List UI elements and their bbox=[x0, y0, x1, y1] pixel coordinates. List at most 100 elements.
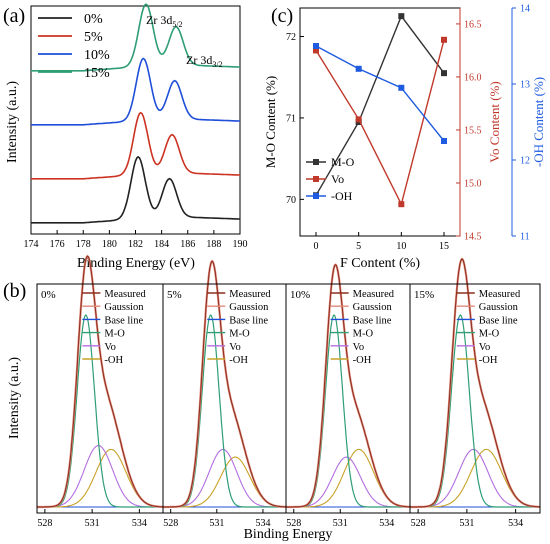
c-y-right1-tick-label: 14.5 bbox=[464, 232, 482, 243]
panel-c-legend: M-O Vo -OH bbox=[306, 155, 355, 203]
a-x-tick-label: 188 bbox=[206, 239, 221, 250]
a-x-tick-label: 174 bbox=[24, 239, 39, 250]
panel-c-frame bbox=[299, 7, 461, 237]
c-point-Vo bbox=[313, 47, 319, 54]
b-legend-label: Measured bbox=[353, 289, 395, 300]
c-point-OH bbox=[441, 138, 447, 144]
panel-b-x-label: Binding Energy bbox=[244, 527, 333, 542]
c-y-right2-tick-label: 12 bbox=[520, 156, 530, 167]
c-x-tick-label: 15 bbox=[439, 241, 449, 252]
b-legend-label: Base line bbox=[229, 315, 268, 326]
b-legend-label: Base line bbox=[104, 315, 143, 326]
c-legend-label: M-O bbox=[331, 155, 355, 169]
c-line-MO bbox=[315, 14, 445, 196]
b-legend-label: Gaussion bbox=[229, 302, 269, 313]
c-x-tick-label: 0 bbox=[314, 241, 319, 252]
zr-3d52-annotation: Zr 3d5/2 bbox=[146, 13, 183, 29]
b-legend-label: Gaussion bbox=[104, 302, 144, 313]
c-point-OH bbox=[313, 43, 319, 49]
c-point-Vo bbox=[355, 116, 362, 123]
c-y-left-tick-label: 70 bbox=[286, 195, 296, 206]
b-x-tick-label: 531 bbox=[209, 518, 224, 529]
b-measured-curve bbox=[286, 264, 411, 508]
panel-c-series bbox=[313, 13, 447, 208]
c-y-right2-tick-label: 13 bbox=[520, 80, 530, 91]
b-measured-curve bbox=[37, 255, 164, 508]
b-legend-label: M-O bbox=[479, 329, 500, 340]
c-x-tick-label: 10 bbox=[396, 241, 406, 252]
panel-a-curves bbox=[31, 3, 240, 224]
b-x-tick-label: 528 bbox=[163, 518, 178, 529]
b-legend-label: Measured bbox=[229, 289, 271, 300]
c-y-right1-tick-label: 16.0 bbox=[464, 72, 482, 83]
panel-a-y-label: Intensity (a.u.) bbox=[5, 81, 20, 163]
a-curve-15pct bbox=[31, 3, 240, 72]
b-subpanel-4: 528 531 534 15% Measured Gaussion Base line M-O… bbox=[409, 257, 541, 529]
a-legend-label: 5% bbox=[84, 30, 103, 45]
panel-c-x-label: F Content (%) bbox=[340, 256, 420, 271]
b-x-tick-label: 531 bbox=[85, 518, 100, 529]
b-legend-label: -OH bbox=[229, 355, 248, 366]
c-legend-label: -OH bbox=[331, 189, 353, 203]
c-y-left-tick-label: 71 bbox=[286, 113, 296, 124]
b-legend-label: M-O bbox=[353, 329, 374, 340]
c-x-tick-label: 5 bbox=[356, 241, 361, 252]
b-legend-label: Base line bbox=[353, 315, 392, 326]
c-point-Vo bbox=[441, 36, 447, 43]
panel-c-label: (c) bbox=[271, 5, 293, 27]
a-curve-5pct bbox=[31, 111, 240, 180]
a-x-tick-label: 186 bbox=[180, 239, 195, 250]
panel-b-o1s-spectra: (b) 528 531 534 0% Measured Gaussion Base line… bbox=[3, 254, 541, 542]
panel-b-subpanels: 528 531 534 0% Measured Gaussion Base line M-O V… bbox=[36, 254, 541, 529]
b-legend-label: Measured bbox=[479, 289, 521, 300]
b-x-tick-label: 528 bbox=[411, 518, 426, 529]
b-legend-label: Vo bbox=[479, 342, 490, 353]
c-y-right2-tick-label: 14 bbox=[520, 4, 530, 15]
b-mo-curve bbox=[163, 314, 286, 508]
a-x-tick-label: 190 bbox=[233, 239, 248, 250]
b-subpanel-1: 528 531 534 0% Measured Gaussion Base line M-O V… bbox=[36, 254, 164, 529]
a-legend-label: 10% bbox=[84, 48, 110, 63]
b-x-tick-label: 531 bbox=[333, 518, 348, 529]
c-line-OH bbox=[315, 45, 445, 142]
c-point-OH bbox=[355, 65, 362, 72]
panel-a-legend: 0% 5% 10% 15% bbox=[38, 12, 110, 81]
panel-c-y-left-label: M-O Content (%) bbox=[263, 76, 278, 168]
panel-a-zr3d-spectra: (a) 174 176 178 180 182 184 186 188 190 0% 5% 10% 1… bbox=[3, 3, 248, 271]
b-subpanel-label: 15% bbox=[414, 289, 434, 301]
c-point-MO bbox=[441, 70, 447, 77]
panel-c-y-right1-label: Vo Content (%) bbox=[487, 81, 502, 162]
panel-c-content-vs-f: (c) 0 5 10 15 70 71 72 14.5 15.0 15.5 16.0 16.5 11 12… bbox=[263, 4, 546, 272]
a-x-tick-label: 176 bbox=[50, 239, 65, 250]
panel-a-label: (a) bbox=[3, 5, 25, 27]
panel-c-y-right2-label: -OH Content (%) bbox=[531, 77, 546, 167]
c-legend-label: Vo bbox=[331, 172, 344, 186]
b-subpanel-label: 5% bbox=[167, 289, 182, 301]
c-point-Vo bbox=[398, 201, 405, 208]
b-subpanel-label: 10% bbox=[290, 289, 310, 301]
panel-a-x-label: Binding Energy (eV) bbox=[77, 256, 195, 271]
b-legend-label: Vo bbox=[353, 342, 364, 353]
b-legend-label: Gaussion bbox=[353, 302, 393, 313]
a-legend-label: 0% bbox=[84, 12, 103, 27]
b-x-tick-label: 528 bbox=[37, 518, 52, 529]
b-legend-label: -OH bbox=[353, 355, 372, 366]
c-point-OH bbox=[398, 84, 405, 91]
b-legend-label: Vo bbox=[104, 342, 115, 353]
b-subpanel-2: 528 531 534 5% Measured Gaussion Base line M-O V… bbox=[162, 259, 287, 529]
panel-b-label: (b) bbox=[3, 280, 26, 302]
b-x-tick-label: 534 bbox=[132, 518, 147, 529]
b-legend-label: -OH bbox=[479, 355, 498, 366]
c-legend-marker bbox=[313, 159, 319, 165]
b-mo-curve bbox=[286, 314, 410, 508]
b-x-tick-label: 534 bbox=[379, 518, 394, 529]
b-subpanel-frame bbox=[409, 283, 541, 514]
b-x-tick-label: 534 bbox=[508, 518, 523, 529]
b-subpanel-label: 0% bbox=[41, 289, 56, 301]
b-measured-curve bbox=[163, 260, 286, 508]
b-oh-curve bbox=[163, 456, 286, 508]
b-legend-label: Gaussion bbox=[479, 302, 519, 313]
c-y-left-tick-label: 72 bbox=[286, 32, 296, 43]
b-measured-curve bbox=[410, 258, 541, 508]
